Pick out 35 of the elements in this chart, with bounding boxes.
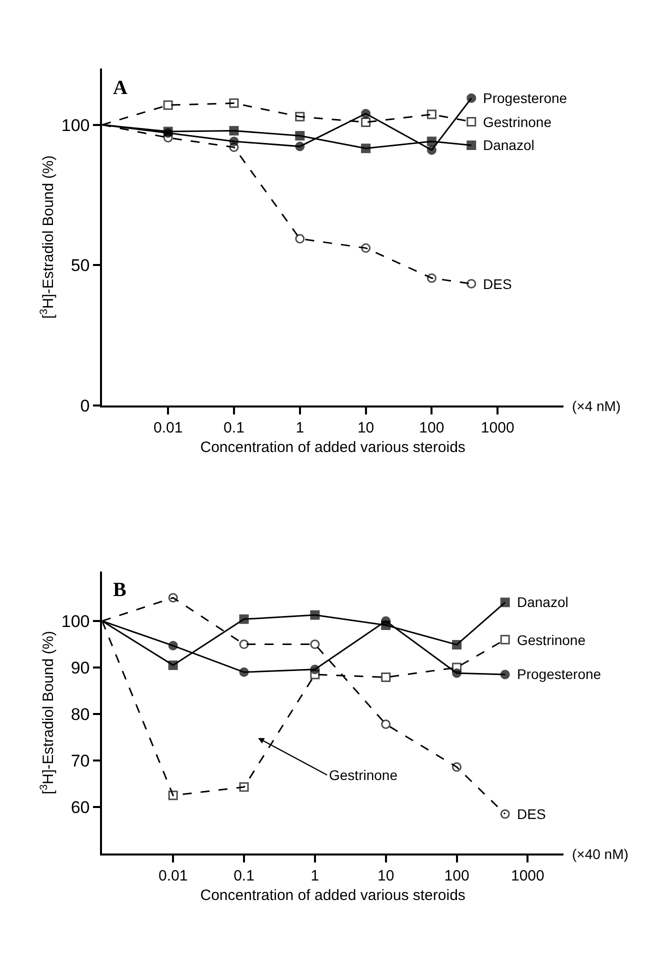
x-tick-label: 10: [378, 868, 394, 885]
series-label: Progesterone: [517, 666, 602, 682]
y-tick-label: 100: [61, 612, 90, 631]
x-tick-label: 10: [357, 420, 374, 437]
series-label: Danazol: [483, 137, 534, 153]
annotation: Gestrinone: [329, 767, 398, 783]
y-tick-label: 90: [70, 658, 90, 678]
x-tick-label: 1: [310, 868, 320, 885]
y-tick-label: 100: [61, 116, 90, 135]
x-tick-label: 0.1: [224, 420, 244, 437]
x-tick-label: 0.01: [153, 420, 183, 437]
series-label: Gestrinone: [483, 114, 552, 130]
series-label: DES: [483, 276, 512, 292]
chart-title: B: [113, 579, 126, 601]
text: (×40 nM): [572, 846, 628, 862]
x-tick-label: 1000: [480, 420, 514, 437]
x-tick-label: 1: [296, 420, 304, 437]
x-tick-label: 100: [444, 868, 470, 885]
chart-title: A: [113, 77, 128, 99]
text: (×4 nM): [572, 398, 621, 414]
x-tick-label: 100: [419, 420, 444, 437]
y-tick-label: 0: [80, 396, 90, 416]
series-label: Progesterone: [483, 90, 568, 106]
y-tick-label: 50: [70, 256, 90, 276]
series-label: Danazol: [517, 594, 568, 610]
y-tick-label: 60: [70, 798, 90, 817]
y-tick-label: 70: [70, 751, 90, 770]
x-axis-title: Concentration of added various steroids: [200, 439, 466, 456]
series-label: DES: [517, 806, 546, 822]
x-tick-label: 0.1: [234, 868, 254, 885]
x-tick-label: 0.01: [158, 868, 188, 885]
y-tick-label: 80: [70, 704, 90, 724]
x-tick-label: 1000: [511, 868, 544, 885]
series-label: Gestrinone: [517, 632, 586, 648]
x-axis-title: Concentration of added various steroids: [200, 887, 466, 904]
